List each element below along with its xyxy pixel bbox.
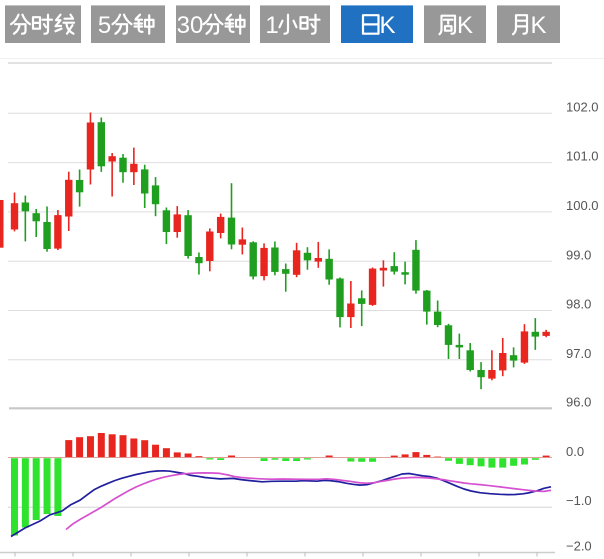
svg-text:−1.0: −1.0 <box>566 493 592 508</box>
svg-text:100.0: 100.0 <box>566 198 599 213</box>
svg-text:0.0: 0.0 <box>566 444 584 459</box>
svg-text:30: 30 <box>177 12 204 39</box>
svg-text:97.0: 97.0 <box>566 346 591 361</box>
svg-text:96.0: 96.0 <box>566 395 591 410</box>
svg-text:1: 1 <box>265 12 278 39</box>
svg-text:5: 5 <box>98 12 111 39</box>
svg-text:99.0: 99.0 <box>566 247 591 262</box>
svg-text:K: K <box>530 12 546 39</box>
svg-text:−2.0: −2.0 <box>566 539 592 554</box>
svg-text:K: K <box>457 12 473 39</box>
svg-text:98.0: 98.0 <box>566 297 591 312</box>
svg-text:102.0: 102.0 <box>566 99 599 114</box>
svg-text:101.0: 101.0 <box>566 149 599 164</box>
svg-text:K: K <box>379 12 395 39</box>
